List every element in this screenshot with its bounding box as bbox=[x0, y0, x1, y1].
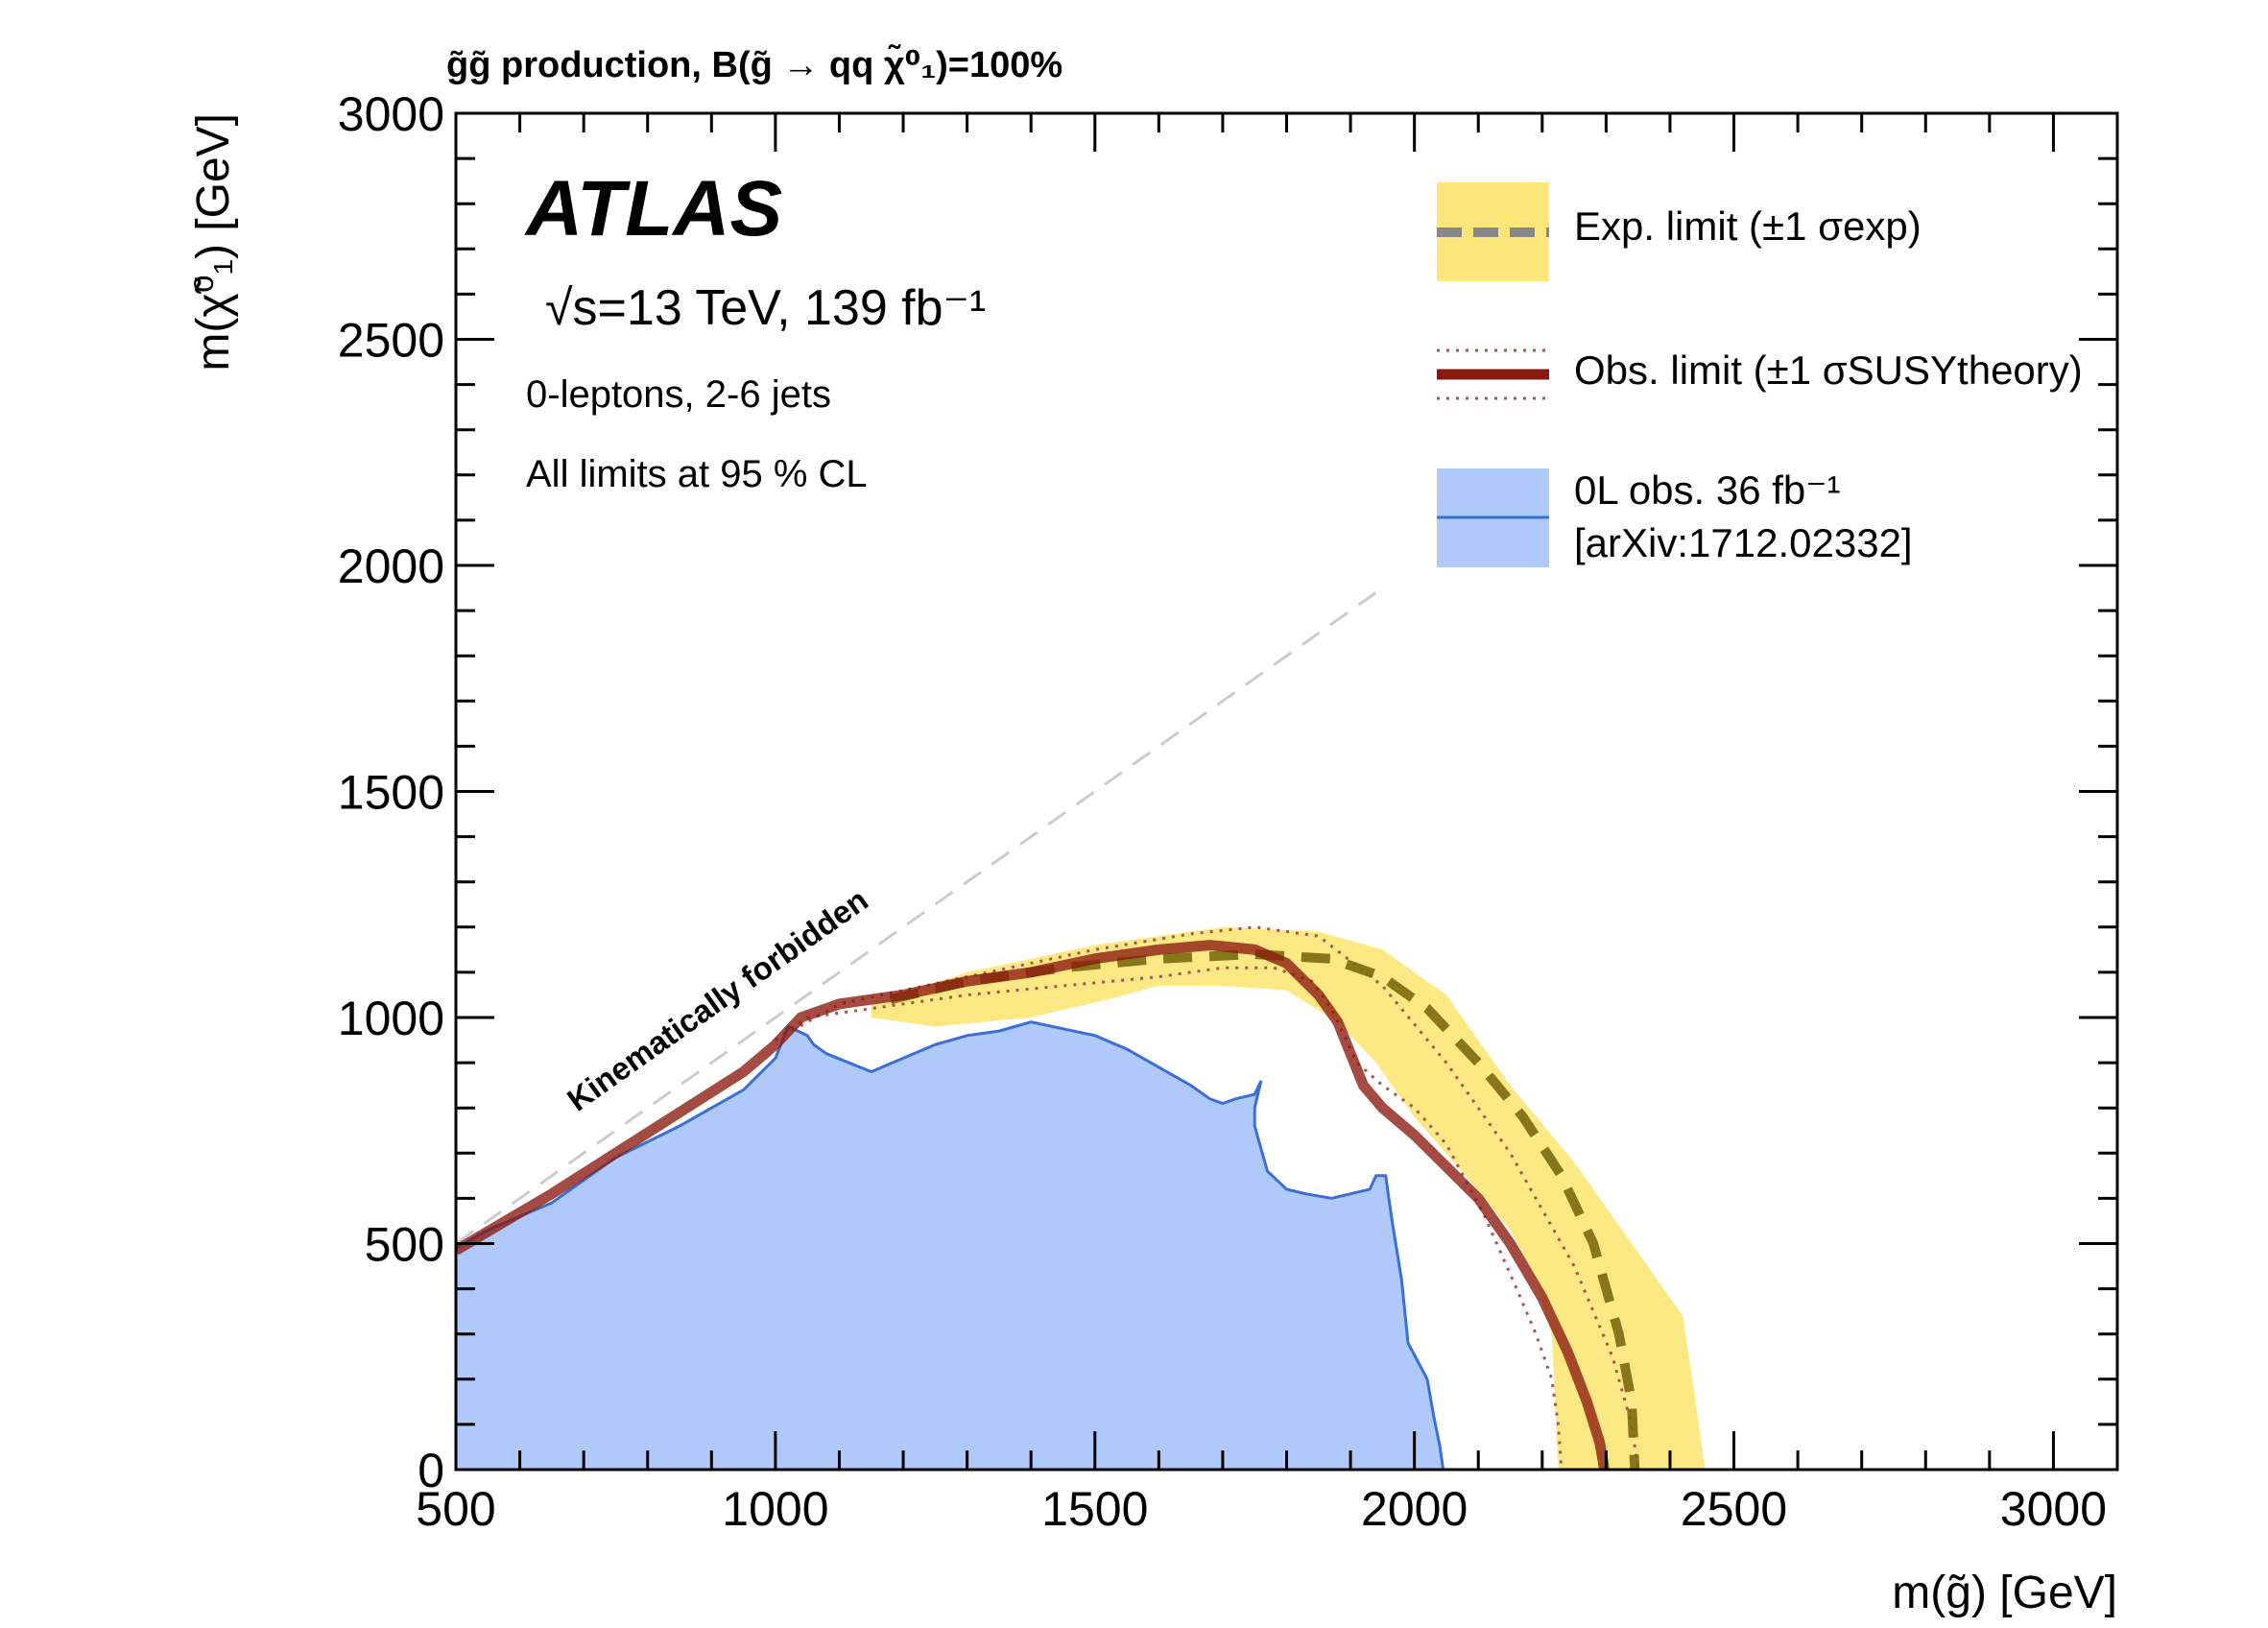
legend-observed-label: Obs. limit (±1 σSUSYtheory) bbox=[1574, 347, 2083, 393]
y-tick-label: 3000 bbox=[338, 87, 444, 141]
legend-entry-expected: Exp. limit (±1 σexp) bbox=[1437, 182, 1922, 281]
experiment-label: ATLAS bbox=[524, 165, 782, 252]
x-tick-label: 2000 bbox=[1361, 1482, 1468, 1536]
x-axis-title: m(g̃) [GeV] bbox=[1892, 1568, 2117, 1618]
observed-limit-minus-sigma bbox=[775, 966, 1564, 1470]
y-tick-label: 500 bbox=[365, 1218, 444, 1272]
energy-luminosity-label: √s=13 TeV, 139 fb⁻¹ bbox=[545, 280, 986, 336]
legend-entry-previous: 0L obs. 36 fb⁻¹ [arXiv:1712.02332] bbox=[1437, 467, 1913, 567]
y-axis-title: m(χ̃⁰₁) [GeV] bbox=[188, 113, 239, 371]
legend-previous-label: 0L obs. 36 fb⁻¹ bbox=[1574, 467, 1840, 513]
chart-title: g̃g̃ production, B(g̃ → qq χ̃⁰₁)=100% bbox=[446, 43, 1062, 85]
x-tick-label: 1500 bbox=[1041, 1482, 1148, 1536]
selection-label: 0-leptons, 2-6 jets bbox=[526, 373, 831, 416]
y-axis-ticks: 0 500 1000 1500 2000 2500 3000 bbox=[338, 87, 2117, 1497]
observed-limit-line bbox=[456, 940, 1610, 1470]
previous-result-area bbox=[456, 1020, 1445, 1470]
x-tick-label: 500 bbox=[416, 1482, 495, 1536]
x-tick-label: 3000 bbox=[2000, 1482, 2107, 1536]
y-tick-label: 1000 bbox=[338, 992, 444, 1045]
confidence-level-label: All limits at 95 % CL bbox=[526, 453, 868, 495]
y-tick-label: 0 bbox=[418, 1444, 444, 1497]
kinematic-boundary-line bbox=[456, 587, 1384, 1245]
x-tick-label: 1000 bbox=[722, 1482, 828, 1536]
legend-previous-reference: [arXiv:1712.02332] bbox=[1574, 520, 1913, 565]
expected-limit-line bbox=[889, 949, 1640, 1470]
x-axis-ticks: 500 1000 1500 2000 2500 3000 bbox=[416, 113, 2119, 1536]
legend: Exp. limit (±1 σexp) Obs. limit (±1 σSUS… bbox=[1437, 182, 2083, 567]
legend-expected-label: Exp. limit (±1 σexp) bbox=[1574, 204, 1922, 249]
y-tick-label: 2000 bbox=[338, 539, 444, 593]
y-tick-label: 1500 bbox=[338, 766, 444, 820]
y-tick-label: 2500 bbox=[338, 314, 444, 368]
x-tick-label: 2500 bbox=[1681, 1482, 1787, 1536]
legend-entry-observed: Obs. limit (±1 σSUSYtheory) bbox=[1437, 347, 2083, 400]
